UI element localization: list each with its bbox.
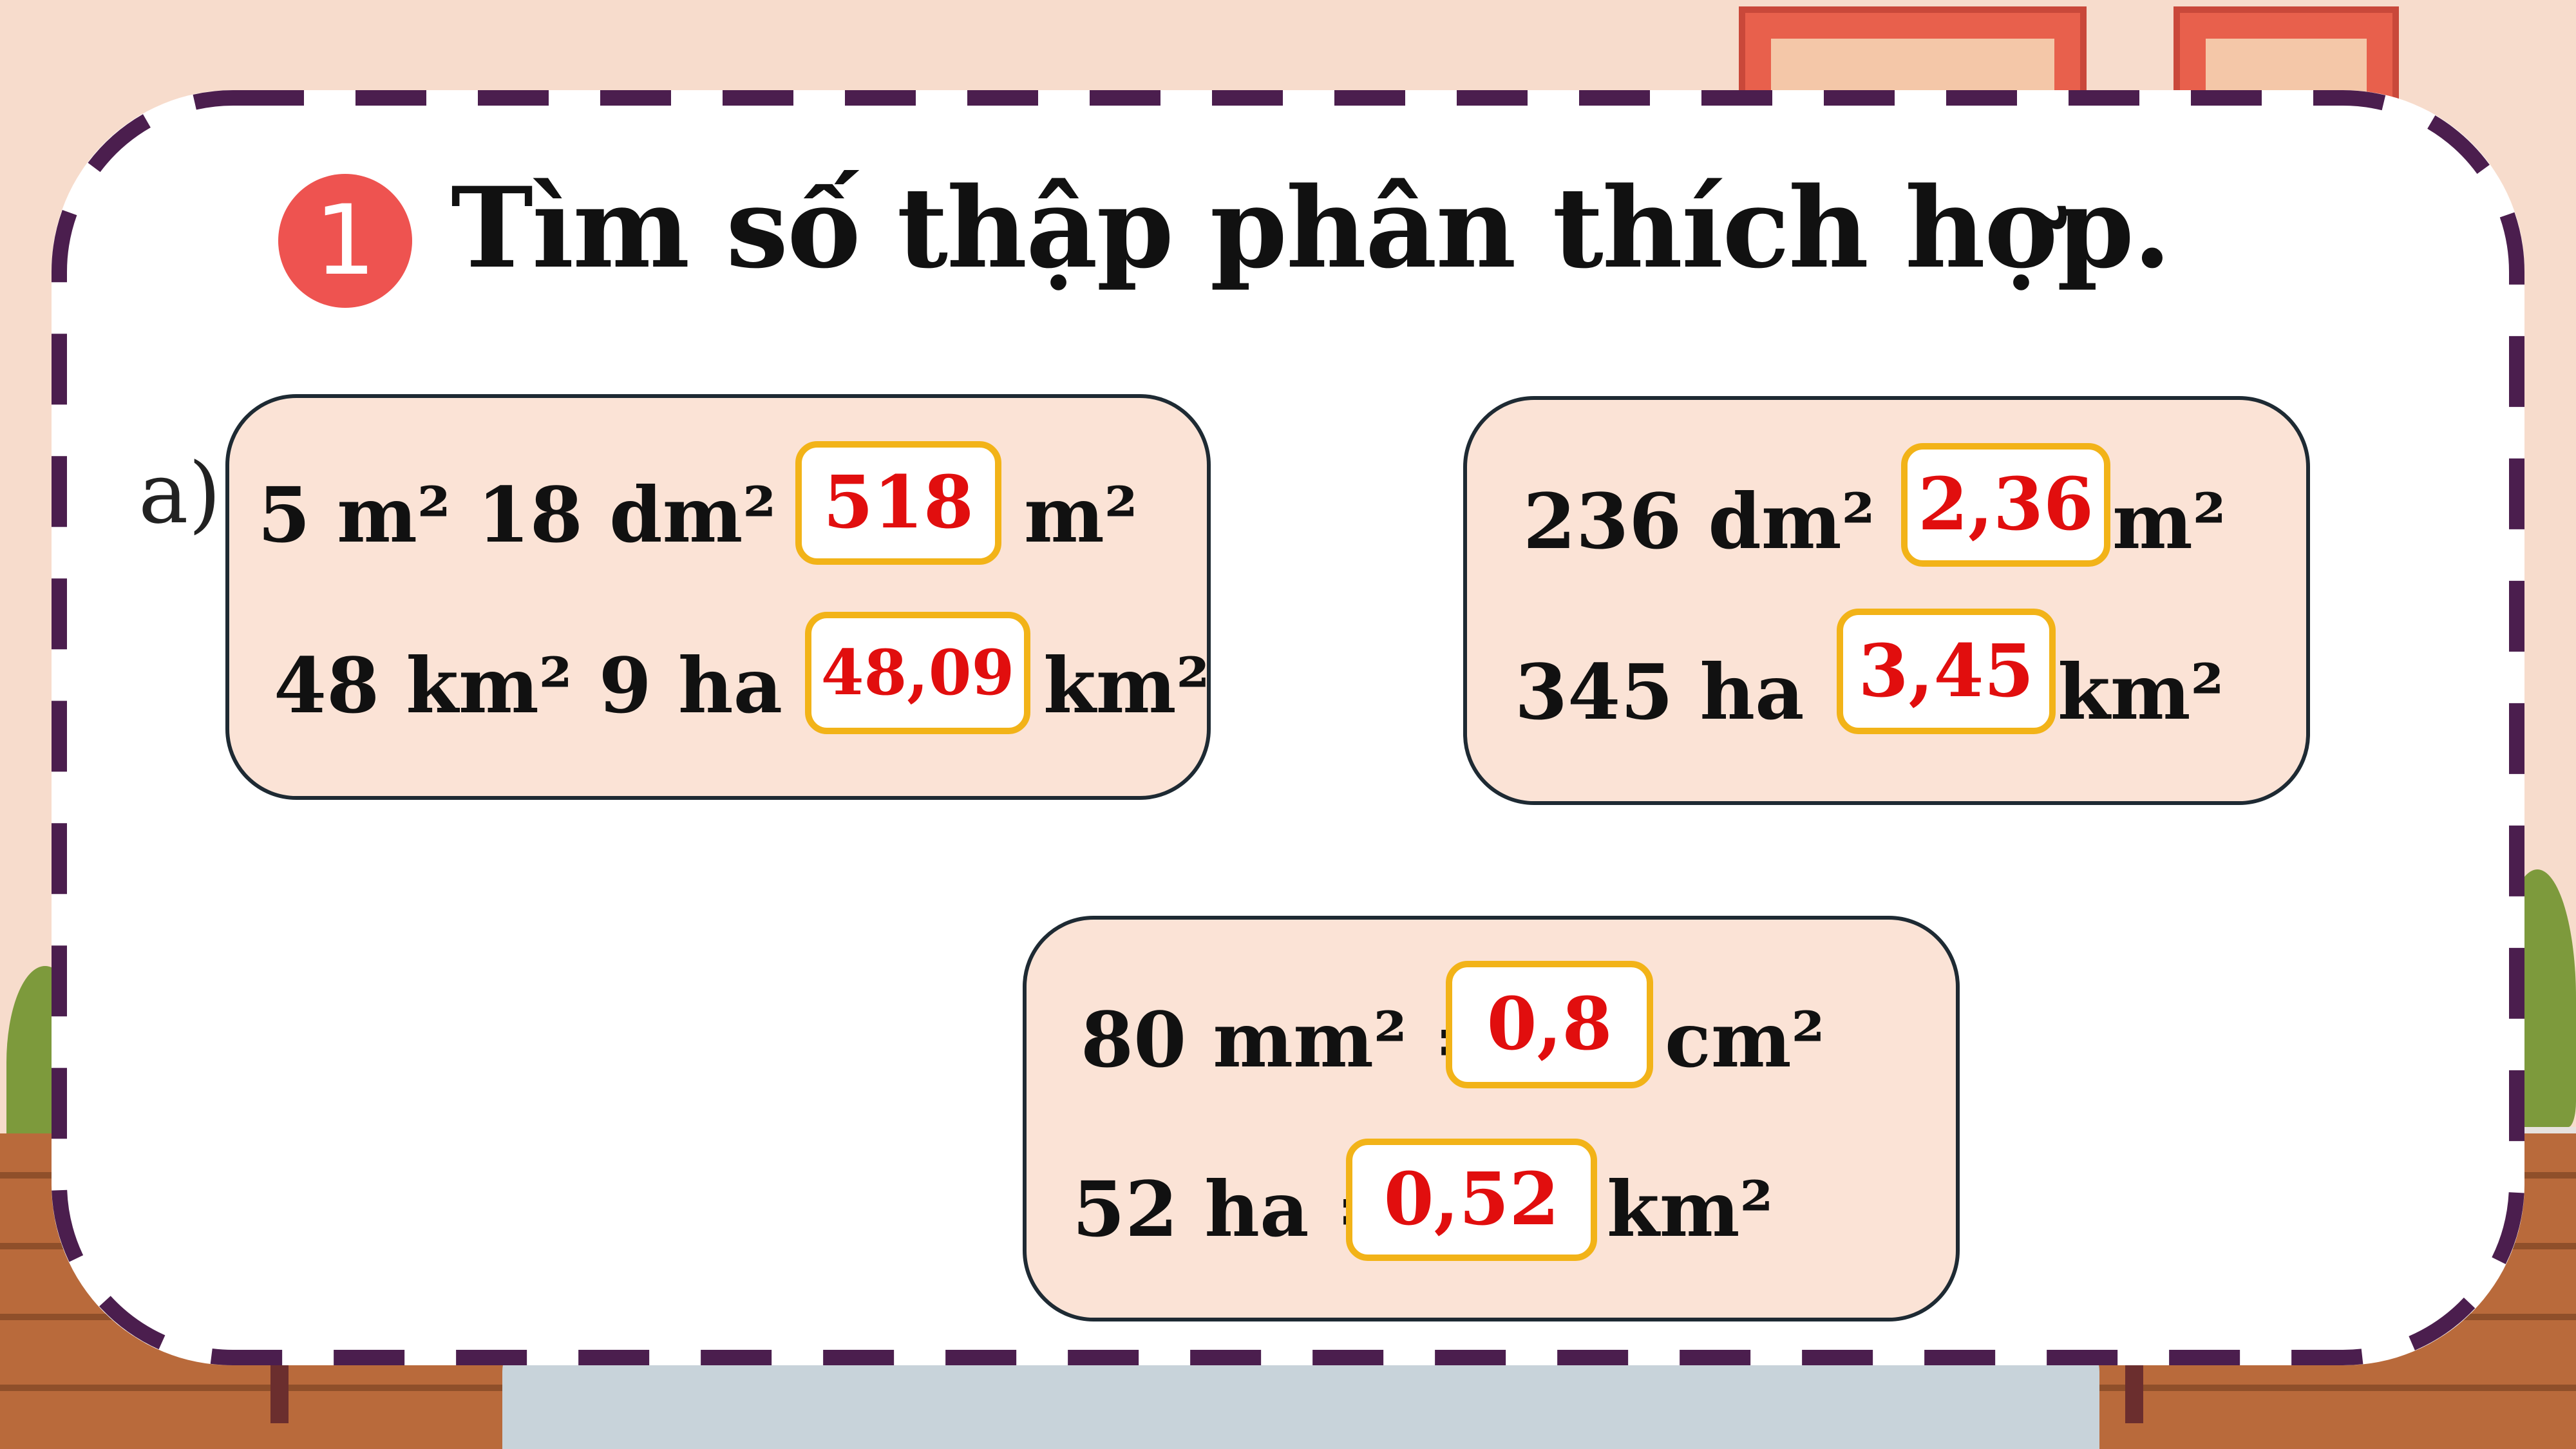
exercise-number-badge: 1	[278, 174, 412, 308]
dashed-border	[52, 90, 2524, 1365]
part-label: a)	[138, 444, 222, 542]
unit-label: m²	[1024, 470, 1138, 560]
question-row: 345 ha =	[1515, 647, 1895, 737]
question-row: 80 mm² =	[1081, 995, 1497, 1084]
answer-box[interactable]: 3,45	[1837, 609, 2056, 734]
unit-label: m²	[2112, 477, 2226, 566]
question-row: 48 km² 9 ha =	[274, 641, 873, 730]
question-row: 5 m² 18 dm² =	[258, 470, 867, 560]
exercise-box-1	[225, 394, 1211, 800]
exercise-title: Tìm số thập phân thích hợp.	[451, 162, 2172, 293]
answer-box[interactable]: 0,52	[1346, 1139, 1597, 1261]
question-row: 52 ha =	[1072, 1164, 1399, 1254]
answer-box[interactable]: 0,8	[1446, 961, 1653, 1088]
unit-label: cm²	[1665, 995, 1825, 1084]
exercise-box-2	[1463, 396, 2310, 805]
answer-box[interactable]: 518	[795, 441, 1001, 565]
answer-box[interactable]: 48,09	[805, 612, 1030, 734]
unit-label: km²	[1043, 641, 1210, 730]
unit-label: km²	[2058, 647, 2224, 737]
answer-box[interactable]: 2,36	[1901, 443, 2110, 567]
question-row: 236 dm² =	[1523, 477, 1965, 566]
unit-label: km²	[1607, 1164, 1774, 1254]
